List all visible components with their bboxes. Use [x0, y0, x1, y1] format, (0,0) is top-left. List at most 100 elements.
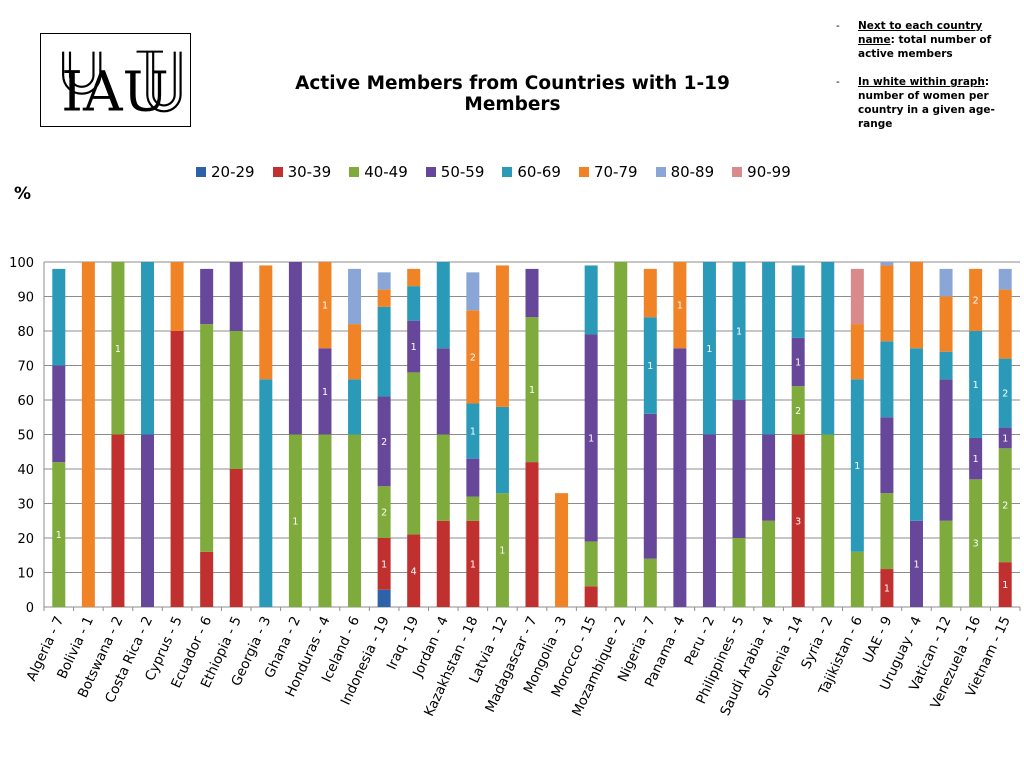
- bar-segment: [436, 434, 450, 521]
- data-label: 1: [736, 327, 742, 338]
- legend-item: 80-89: [655, 163, 714, 181]
- bar-segment: [200, 551, 214, 607]
- data-label: 1: [411, 342, 417, 353]
- bar-segment: [998, 358, 1012, 428]
- bar-segment: [909, 348, 923, 521]
- data-label: 1: [322, 301, 328, 312]
- legend-item: 40-49: [349, 163, 408, 181]
- bar-segment: [466, 520, 480, 607]
- bar-segment: [170, 331, 184, 607]
- bar-segment: [81, 262, 95, 607]
- legend-label: 20-29: [211, 163, 255, 181]
- y-tick-label: 30: [17, 498, 34, 513]
- bar-segment: [732, 538, 746, 607]
- bar-segment: [318, 434, 332, 607]
- bar-segment: [732, 262, 746, 400]
- legend-swatch: [349, 167, 360, 177]
- note-women-count: - In white within graph: number of women…: [836, 75, 1016, 131]
- bar-segment: [466, 403, 480, 459]
- bar-segment: [791, 337, 805, 387]
- note-underlined: Next to each country name: [858, 20, 983, 46]
- bar-segment: [407, 268, 421, 287]
- y-tick-label: 60: [17, 394, 34, 409]
- bar-segment: [850, 268, 864, 325]
- data-label: 1: [973, 454, 979, 465]
- legend-label: 70-79: [593, 163, 638, 181]
- bar-segment: [407, 372, 421, 535]
- bar-segment: [318, 348, 332, 435]
- y-tick-label: 70: [17, 360, 34, 375]
- bar-segment: [436, 348, 450, 435]
- bar-segment: [821, 262, 835, 435]
- bar-segment: [673, 262, 687, 349]
- bar-segment: [495, 493, 509, 607]
- bar-segment: [200, 268, 214, 325]
- bar-segment: [909, 262, 923, 349]
- bar-segment: [850, 379, 864, 552]
- data-label: 2: [973, 295, 979, 306]
- data-label: 1: [56, 530, 62, 541]
- legend-swatch: [578, 167, 589, 177]
- data-label: 1: [1002, 433, 1008, 444]
- bar-segment: [880, 569, 894, 607]
- bar-segment: [111, 262, 125, 435]
- bar-segment: [643, 268, 657, 318]
- note-text: : total number of active members: [858, 34, 992, 60]
- chart-title: Active Members from Countries with 1-19 …: [295, 73, 730, 115]
- bar-segment: [584, 265, 598, 335]
- bar-segment: [673, 348, 687, 607]
- y-tick-label: 100: [9, 256, 34, 271]
- bar-segment: [348, 268, 362, 325]
- bar-segment: [436, 520, 450, 607]
- bar-segment: [52, 365, 66, 463]
- bar-segment: [348, 324, 362, 380]
- legend-item: 20-29: [196, 163, 255, 181]
- legend-item: 70-79: [578, 163, 638, 181]
- bar-segment: [909, 520, 923, 607]
- note-underlined: In white within graph: [858, 76, 985, 88]
- bar-segment: [466, 458, 480, 497]
- y-tick-label: 80: [17, 325, 34, 340]
- bar-segment: [348, 434, 362, 607]
- note-total-members: - Next to each country name: total numbe…: [836, 19, 1016, 61]
- bar-segment: [998, 289, 1012, 359]
- legend-item: 60-69: [502, 163, 561, 181]
- bar-segment: [466, 272, 480, 311]
- legend-label: 90-99: [747, 163, 791, 181]
- bar-segment: [969, 268, 983, 331]
- data-label: 1: [470, 427, 476, 438]
- bar-segment: [939, 520, 953, 607]
- data-label: 1: [884, 584, 890, 595]
- legend-swatch: [272, 167, 283, 177]
- bar-segment: [791, 386, 805, 435]
- bar-segment: [407, 286, 421, 321]
- y-tick-label: 90: [17, 291, 34, 306]
- bar-segment: [377, 589, 391, 607]
- bar-segment: [969, 437, 983, 480]
- bar-segment: [229, 331, 243, 469]
- legend-swatch: [655, 167, 666, 177]
- y-tick-label: 40: [17, 463, 34, 478]
- bar-segment: [643, 413, 657, 559]
- bar-segment: [762, 262, 776, 435]
- bar-segment: [880, 493, 894, 570]
- bar-segment: [702, 262, 716, 435]
- bar-segment: [170, 262, 184, 331]
- data-label: 1: [499, 546, 505, 557]
- bar-segment: [998, 562, 1012, 607]
- data-label: 1: [588, 433, 594, 444]
- data-label: 1: [854, 461, 860, 472]
- notes-panel: - Next to each country name: total numbe…: [836, 19, 1016, 145]
- data-label: 1: [529, 385, 535, 396]
- data-label: 2: [795, 406, 801, 417]
- bar-segment: [377, 486, 391, 538]
- data-label: 1: [292, 516, 298, 527]
- bar-segment: [141, 262, 155, 435]
- bar-segment: [880, 262, 894, 266]
- bar-segment: [377, 306, 391, 397]
- data-label: 2: [470, 352, 476, 363]
- logo-text: IAU: [61, 59, 168, 123]
- bar-segment: [525, 268, 539, 318]
- bar-segment: [259, 265, 273, 380]
- bar-segment: [407, 534, 421, 607]
